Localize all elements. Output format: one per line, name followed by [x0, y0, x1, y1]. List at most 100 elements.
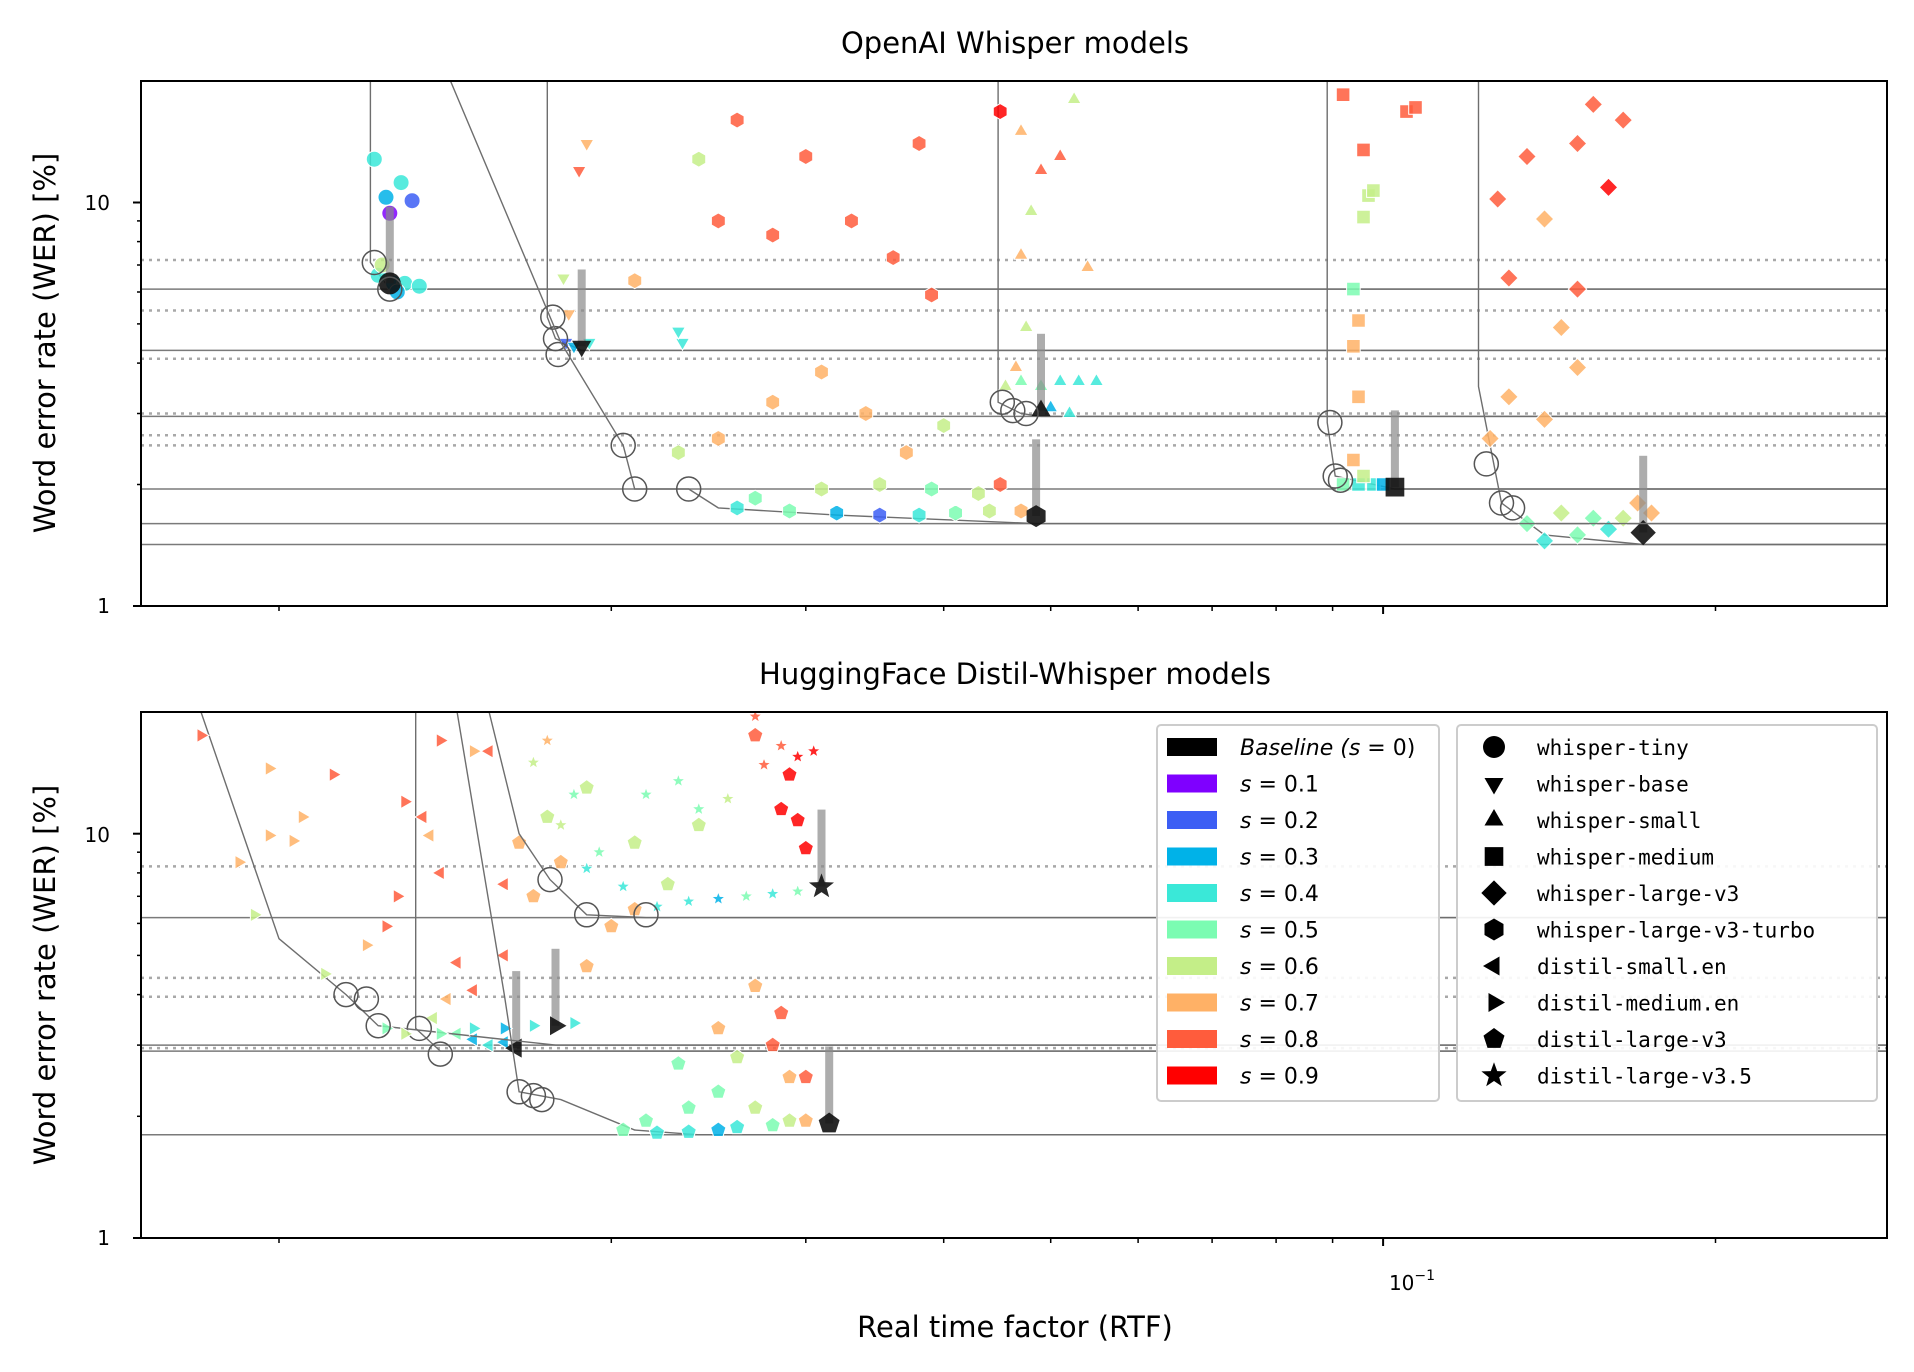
data-point [911, 506, 927, 524]
legend-label-symbol: s [1240, 955, 1251, 980]
data-point [438, 991, 452, 1007]
data-point [499, 1020, 514, 1037]
data-point [728, 1048, 746, 1065]
series-distil-small.en [406, 712, 1887, 1067]
pareto-circle [540, 304, 566, 330]
legend-label-value: = 0.2 [1251, 809, 1318, 834]
pareto-frontier [488, 712, 1887, 919]
data-point [1018, 318, 1034, 332]
pareto-frontier [456, 712, 1887, 1136]
data-point [924, 480, 939, 498]
data-point [626, 834, 643, 850]
data-point [377, 188, 395, 206]
data-point [1335, 87, 1351, 102]
pareto-circle [537, 866, 563, 893]
pareto-circle [506, 1079, 532, 1105]
legend-label-value: = 0.7 [1251, 992, 1318, 1017]
data-point [789, 882, 806, 899]
data-point [691, 150, 707, 168]
pareto-circle [365, 1012, 391, 1039]
data-point [1351, 389, 1366, 405]
data-point [1066, 90, 1082, 104]
data-point [747, 726, 764, 743]
pareto-circle [621, 476, 648, 502]
baseline-point [1031, 399, 1051, 417]
data-point [1013, 246, 1029, 260]
data-point [789, 811, 806, 828]
data-point [637, 1112, 655, 1128]
x-axis-label: Real time factor (RTF) [857, 1310, 1173, 1344]
data-point [710, 1083, 727, 1099]
legend-label: distil-large-v3.5 [1537, 1065, 1752, 1089]
pareto-circle [573, 902, 600, 928]
data-point [480, 1037, 494, 1053]
data-point [1008, 358, 1024, 372]
legend-label: whisper-tiny [1537, 736, 1689, 760]
data-point [670, 444, 686, 462]
legend-label: s = 0.8 [1240, 1028, 1319, 1053]
panel-openai-whisper: OpenAI Whisper models Word error rate (W… [28, 26, 1888, 618]
pareto-circle [1473, 451, 1500, 477]
improvement-bar [1032, 439, 1041, 517]
baseline-point [1630, 520, 1656, 546]
data-point [1613, 110, 1634, 131]
legend-swatch [1167, 811, 1217, 829]
legend-marker [1483, 1028, 1505, 1048]
data-point [1583, 508, 1604, 529]
data-point [738, 887, 755, 904]
legend-swatch [1167, 1030, 1217, 1048]
data-point [525, 753, 542, 770]
data-point [578, 957, 595, 974]
data-point [814, 480, 829, 498]
data-point [764, 885, 781, 901]
legend-label-symbol: s [1240, 809, 1251, 834]
data-point [424, 1010, 438, 1026]
data-point [431, 865, 445, 881]
data-point [1598, 177, 1619, 198]
data-point [710, 1019, 727, 1036]
plot-area [133, 81, 1887, 614]
pareto-circle [610, 432, 636, 459]
data-point [1534, 209, 1555, 229]
axes-frame [140, 80, 1888, 607]
legend-label-symbol: s [1240, 882, 1251, 907]
legend-label-symbol: s [1240, 1065, 1251, 1090]
data-point [1346, 339, 1361, 354]
data-point [320, 966, 334, 982]
y-axis-label: Word error rate (WER) [%] [28, 153, 62, 533]
pareto-circle [529, 1086, 555, 1113]
y-tick-label-1: 1 [97, 1226, 110, 1250]
data-point [1567, 524, 1588, 545]
data-point [872, 506, 888, 524]
series-whisper-large-v3 [1473, 81, 1887, 551]
data-point [747, 712, 764, 724]
data-point [1480, 428, 1501, 449]
pareto-frontier [997, 81, 1887, 418]
improvement-bar [1037, 333, 1045, 411]
data-point [578, 859, 595, 876]
pareto-circle [989, 389, 1016, 415]
data-point [1567, 133, 1588, 154]
legend-swatch [1167, 993, 1217, 1012]
legend-label: s = 0.6 [1240, 955, 1319, 980]
legend-label: distil-large-v3 [1537, 1028, 1727, 1052]
data-point [1598, 519, 1619, 540]
data-point [403, 192, 421, 210]
data-point [1366, 183, 1381, 198]
data-point [1356, 209, 1371, 225]
data-point [690, 816, 707, 833]
panel-title: HuggingFace Distil-Whisper models [759, 657, 1271, 691]
data-point [680, 1123, 697, 1139]
data-point [1079, 258, 1096, 272]
legend-label: s = 0.2 [1240, 809, 1319, 834]
data-point [578, 778, 595, 795]
data-point [552, 816, 570, 833]
data-point [1551, 503, 1572, 523]
baseline-point [1385, 477, 1405, 497]
legend-marker [1488, 993, 1505, 1012]
improvement-bar [551, 948, 560, 1026]
legend-label: s = 0.9 [1240, 1065, 1319, 1090]
data-point [924, 286, 939, 304]
y-tick-label-10: 10 [85, 823, 110, 847]
legend-label: whisper-large-v3 [1537, 882, 1739, 906]
